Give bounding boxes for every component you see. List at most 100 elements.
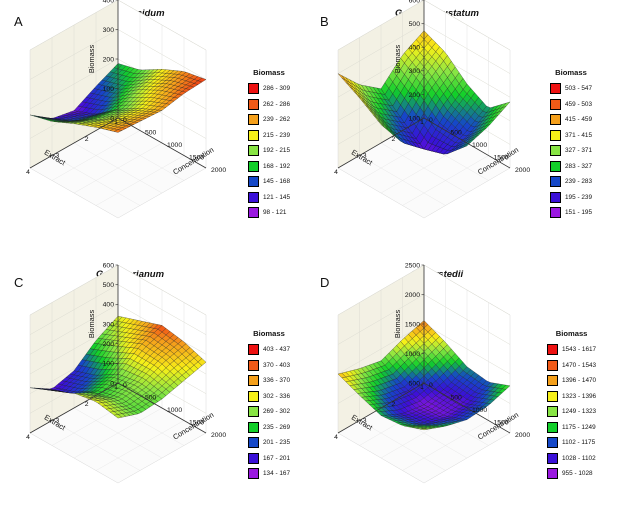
- panel-c-legend-title: Biomass: [253, 329, 285, 338]
- svg-text:600: 600: [409, 0, 421, 4]
- legend-item: 121 - 145: [248, 190, 290, 206]
- legend-color-swatch: [547, 437, 558, 449]
- surface-mesh: [29, 315, 207, 419]
- panel-b-legend: Biomass 503 - 547 459 - 503 415 - 459 371 -…: [550, 68, 592, 221]
- legend-range-label: 286 - 309: [263, 85, 291, 93]
- legend-item: 1396 - 1470: [547, 373, 596, 389]
- legend-range-label: 192 - 215: [263, 147, 291, 155]
- panel-b-legend-rows: 503 - 547 459 - 503 415 - 459 371 - 415 327 …: [550, 81, 592, 221]
- panel-d-letter: D: [320, 275, 330, 290]
- legend-range-label: 269 - 302: [263, 408, 291, 416]
- svg-text:400: 400: [409, 45, 421, 52]
- legend-range-label: 151 - 195: [565, 209, 593, 217]
- svg-text:400: 400: [103, 302, 115, 309]
- svg-text:4: 4: [26, 434, 30, 441]
- svg-text:2000: 2000: [211, 167, 226, 174]
- svg-text:Biomass: Biomass: [393, 45, 402, 74]
- svg-text:3: 3: [363, 418, 367, 425]
- legend-item: 195 - 239: [550, 190, 592, 206]
- svg-text:200: 200: [409, 92, 421, 99]
- legend-item: 371 - 415: [550, 128, 592, 144]
- legend-color-swatch: [248, 114, 259, 126]
- panel-d-legend-title: Biomass: [555, 329, 588, 338]
- legend-item: 286 - 309: [248, 81, 290, 97]
- legend-range-label: 503 - 547: [565, 85, 593, 93]
- legend-item: 336 - 370: [248, 373, 290, 389]
- svg-text:1500: 1500: [189, 420, 204, 427]
- legend-range-label: 239 - 262: [263, 116, 291, 124]
- legend-range-label: 327 - 371: [565, 147, 593, 155]
- svg-text:2000: 2000: [405, 292, 420, 299]
- panel-c-letter: C: [14, 275, 24, 290]
- legend-color-swatch: [550, 207, 561, 219]
- svg-text:4: 4: [334, 169, 338, 176]
- legend-item: 955 - 1028: [547, 466, 596, 482]
- legend-color-swatch: [248, 390, 259, 402]
- legend-color-swatch: [550, 191, 561, 203]
- legend-range-label: 167 - 201: [263, 454, 291, 462]
- svg-text:1000: 1000: [472, 142, 487, 149]
- panel-d-plot: 250020001500100050012340500100015002000B…: [334, 262, 530, 484]
- svg-text:100: 100: [409, 115, 421, 122]
- svg-text:300: 300: [409, 68, 421, 75]
- svg-text:200: 200: [103, 56, 115, 63]
- svg-text:3: 3: [55, 418, 59, 425]
- legend-item: 262 - 286: [248, 97, 290, 113]
- svg-text:2000: 2000: [515, 432, 530, 439]
- legend-range-label: 1396 - 1470: [562, 377, 597, 385]
- legend-item: 503 - 547: [550, 81, 592, 97]
- legend-range-label: 201 - 235: [263, 439, 291, 447]
- legend-color-swatch: [248, 160, 259, 172]
- svg-text:0: 0: [123, 382, 127, 389]
- legend-range-label: 235 - 269: [263, 423, 291, 431]
- panel-b: B G. subincrustatum 60050040030020010012…: [312, 0, 623, 260]
- svg-text:500: 500: [451, 395, 463, 402]
- legend-color-swatch: [248, 98, 259, 110]
- legend-range-label: 1543 - 1617: [562, 346, 597, 354]
- svg-text:1500: 1500: [494, 420, 509, 427]
- legend-range-label: 145 - 168: [263, 178, 291, 186]
- legend-range-label: 195 - 239: [565, 193, 593, 201]
- legend-item: 215 - 239: [248, 128, 290, 144]
- svg-text:1: 1: [420, 384, 424, 391]
- panel-a-legend-rows: 286 - 309 262 - 286 239 - 262 215 - 239 192 …: [248, 81, 290, 221]
- panel-a: A G. lucidum 400300200100012340500100015…: [0, 0, 311, 260]
- legend-range-label: 371 - 415: [565, 131, 593, 139]
- legend-color-swatch: [550, 145, 561, 157]
- svg-text:3: 3: [363, 153, 367, 160]
- legend-range-label: 459 - 503: [565, 100, 593, 108]
- svg-text:300: 300: [103, 321, 115, 328]
- legend-item: 1249 - 1323: [547, 404, 596, 420]
- legend-item: 1470 - 1543: [547, 358, 596, 374]
- legend-item: 327 - 371: [550, 143, 592, 159]
- legend-color-swatch: [547, 421, 558, 433]
- legend-color-swatch: [547, 468, 558, 480]
- legend-color-swatch: [550, 114, 561, 126]
- legend-range-label: 98 - 121: [263, 209, 287, 217]
- svg-text:Biomass: Biomass: [87, 310, 96, 339]
- svg-text:500: 500: [145, 395, 157, 402]
- svg-text:500: 500: [409, 380, 421, 387]
- svg-text:2: 2: [391, 136, 395, 143]
- svg-text:500: 500: [451, 130, 463, 137]
- legend-range-label: 955 - 1028: [562, 470, 593, 478]
- legend-item: 134 - 167: [248, 466, 290, 482]
- panel-a-plot: 400300200100012340500100015002000Biomass…: [26, 0, 226, 219]
- legend-item: 302 - 336: [248, 389, 290, 405]
- legend-range-label: 283 - 327: [565, 162, 593, 170]
- legend-range-label: 121 - 145: [263, 193, 291, 201]
- legend-color-swatch: [248, 437, 259, 449]
- legend-color-swatch: [550, 129, 561, 141]
- svg-text:4: 4: [26, 169, 30, 176]
- svg-text:Biomass: Biomass: [87, 45, 96, 74]
- legend-color-swatch: [547, 359, 558, 371]
- legend-color-swatch: [248, 452, 259, 464]
- panel-d-legend-rows: 1543 - 1617 1470 - 1543 1396 - 1470 1323 - …: [547, 342, 596, 482]
- legend-item: 235 - 269: [248, 420, 290, 436]
- svg-text:1500: 1500: [405, 321, 420, 328]
- panel-a-legend-title: Biomass: [253, 68, 285, 77]
- legend-color-swatch: [248, 207, 259, 219]
- svg-text:1000: 1000: [472, 407, 487, 414]
- legend-range-label: 415 - 459: [565, 116, 593, 124]
- panel-c-legend-rows: 403 - 437 370 - 403 336 - 370 302 - 336 269 …: [248, 342, 290, 482]
